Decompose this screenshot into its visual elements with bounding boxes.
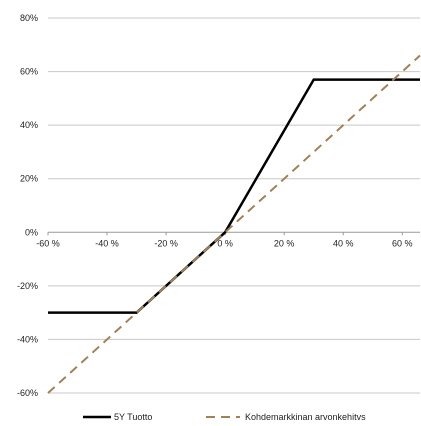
tick-labels: -60% -40% -20% 0% 20% 40% 60% 80% -60 % -40 % -20 … (17, 13, 413, 398)
x-tick-label: -60 % (36, 238, 60, 248)
x-tick-label: -40 % (95, 238, 119, 248)
y-tick-label: 0% (25, 227, 38, 237)
series-lines (47, 54, 421, 394)
y-tick-label: 80% (20, 13, 38, 23)
x-tick-label: 0 % (217, 238, 233, 248)
series-line-5y-tuotto (48, 78, 420, 314)
x-tick-label: 60 % (392, 238, 413, 248)
gridlines (48, 17, 420, 394)
y-tick-label: 60% (20, 67, 38, 77)
legend-label-kohdemarkkina: Kohdemarkkinan arvonkehitvs (245, 412, 366, 422)
series-line-kohdemarkkina (47, 54, 421, 394)
x-tick-label: 20 % (274, 238, 295, 248)
legend-item-5y-tuotto: 5Y Tuotto (83, 412, 152, 422)
y-tick-label: 20% (20, 174, 38, 184)
y-tick-label: 40% (20, 120, 38, 130)
y-tick-label: -60% (17, 388, 38, 398)
x-tick-label: 40 % (333, 238, 354, 248)
axes (47, 231, 420, 236)
legend-label-5y-tuotto: 5Y Tuotto (114, 412, 152, 422)
y-tick-label: -20% (17, 281, 38, 291)
legend: 5Y Tuotto Kohdemarkkinan arvonkehitvs (83, 412, 366, 422)
y-tick-label: -40% (17, 334, 38, 344)
x-tick-label: -20 % (154, 238, 178, 248)
legend-item-kohdemarkkina: Kohdemarkkinan arvonkehitvs (206, 412, 366, 422)
